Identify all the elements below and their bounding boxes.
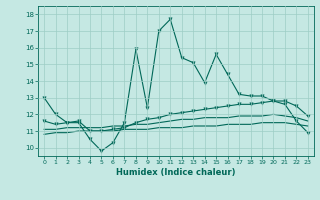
X-axis label: Humidex (Indice chaleur): Humidex (Indice chaleur)	[116, 168, 236, 177]
